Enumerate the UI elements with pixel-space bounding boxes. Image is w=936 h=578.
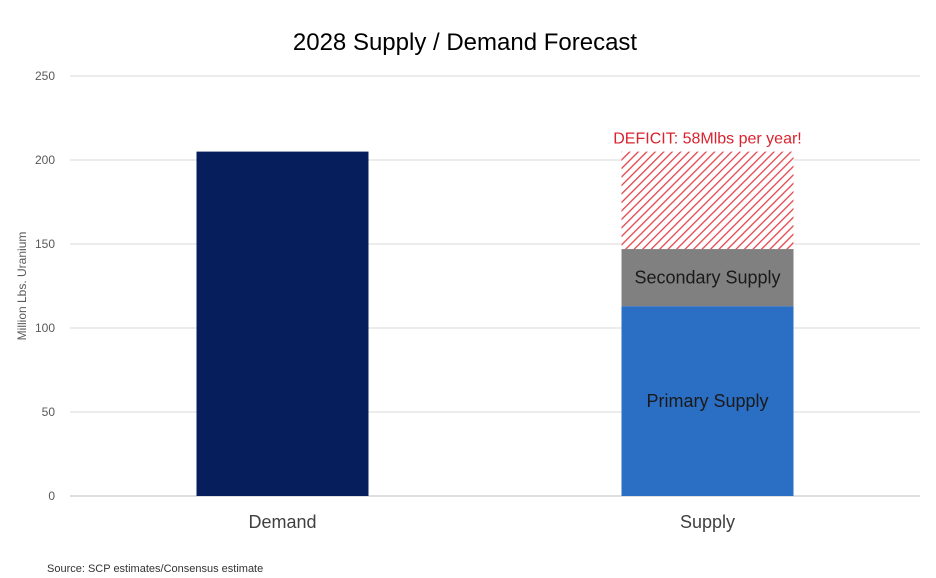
y-axis-label: Million Lbs. Uranium: [15, 232, 29, 341]
x-category-label: Demand: [248, 512, 316, 532]
bars: [196, 151, 794, 496]
deficit-bar: [621, 151, 794, 250]
deficit-annotation: DEFICIT: 58Mlbs per year!: [613, 131, 802, 148]
labels: 0 50 100 150 200 250 Demand Primary Supply Secon…: [35, 69, 802, 532]
secondary-supply-bar: [621, 249, 794, 307]
segment-label: Secondary Supply: [634, 268, 780, 288]
primary-supply-bar: [621, 306, 794, 496]
y-tick-label: 100: [35, 321, 55, 335]
demand-bar: [196, 151, 369, 496]
y-tick-label: 250: [35, 69, 55, 83]
y-tick-label: 150: [35, 237, 55, 251]
chart-title: 2028 Supply / Demand Forecast: [293, 29, 638, 56]
y-tick-label: 50: [42, 405, 56, 419]
x-category-label: Supply: [680, 512, 735, 532]
y-tick-label: 200: [35, 153, 55, 167]
y-tick-label: 0: [48, 489, 55, 503]
source-note: Source: SCP estimates/Consensus estimate: [47, 563, 264, 575]
segment-label: Primary Supply: [646, 391, 768, 411]
